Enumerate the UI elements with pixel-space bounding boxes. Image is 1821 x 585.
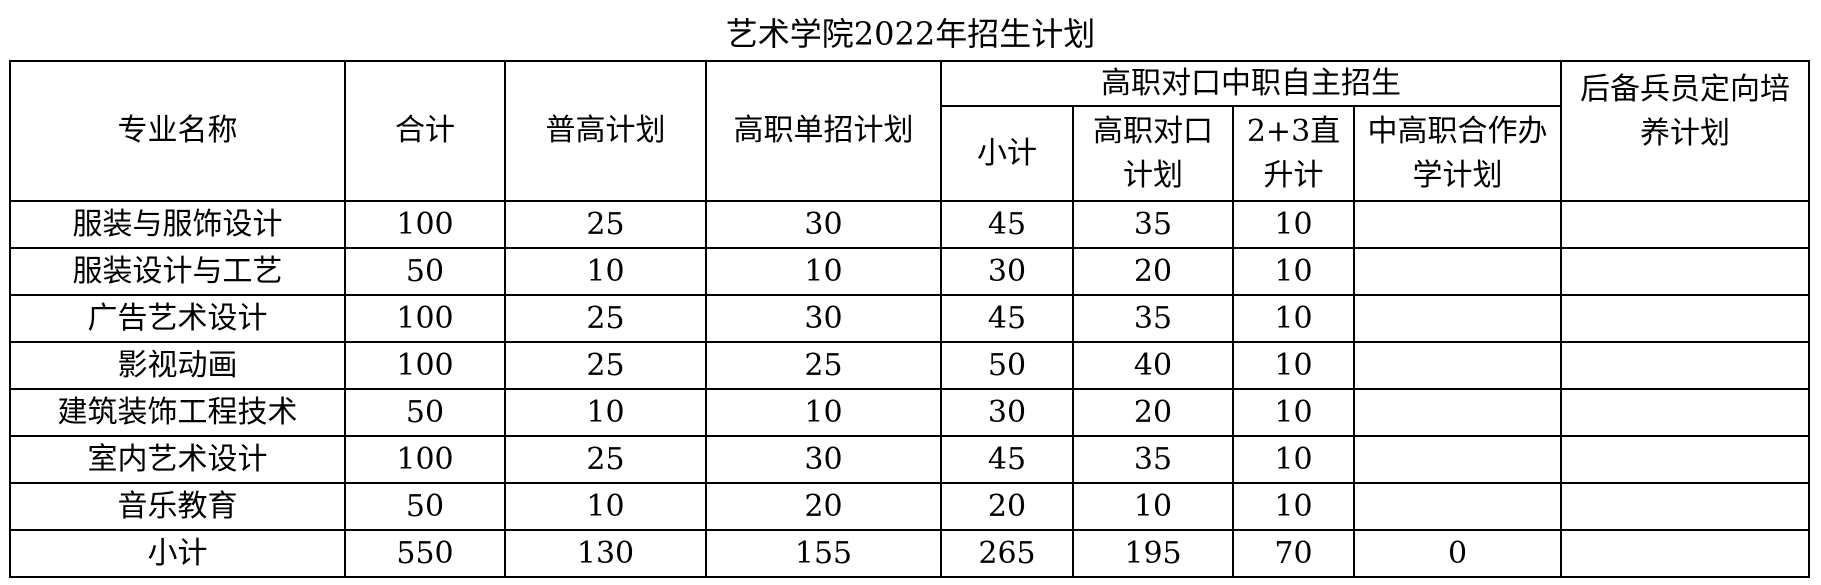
cell-cooperation (1353, 247, 1562, 296)
table-row: 服装与服饰设计 100 25 30 45 35 10 (9, 200, 1810, 249)
cell-single: 25 (705, 341, 942, 390)
header-sub-subtotal: 小计 (940, 105, 1074, 202)
cell-total: 50 (344, 247, 506, 296)
header-total: 合计 (344, 60, 506, 202)
cell-major: 室内艺术设计 (9, 435, 346, 484)
cell-total: 550 (344, 529, 506, 578)
cell-subtotal: 265 (940, 529, 1074, 578)
cell-general: 10 (504, 247, 707, 296)
cell-2plus3: 10 (1232, 341, 1355, 390)
cell-major: 音乐教育 (9, 482, 346, 531)
cell-single: 30 (705, 435, 942, 484)
cell-subtotal: 30 (940, 388, 1074, 437)
cell-cooperation: 0 (1353, 529, 1562, 578)
total-row: 小计 550 130 155 265 195 70 0 (9, 529, 1810, 578)
cell-major: 服装设计与工艺 (9, 247, 346, 296)
header-reserve: 后备兵员定向培养计划 (1560, 60, 1810, 202)
header-general: 普高计划 (504, 60, 707, 202)
cell-general: 25 (504, 294, 707, 343)
cell-counterpart: 35 (1072, 200, 1234, 249)
cell-counterpart: 40 (1072, 341, 1234, 390)
cell-reserve (1560, 294, 1810, 343)
cell-subtotal: 45 (940, 200, 1074, 249)
table-row: 影视动画 100 25 25 50 40 10 (9, 341, 1810, 390)
cell-2plus3: 10 (1232, 435, 1355, 484)
cell-single: 10 (705, 388, 942, 437)
cell-cooperation (1353, 341, 1562, 390)
header-single: 高职单招计划 (705, 60, 942, 202)
cell-reserve (1560, 341, 1810, 390)
table-row: 服装设计与工艺 50 10 10 30 20 10 (9, 247, 1810, 296)
cell-single: 30 (705, 294, 942, 343)
page-title: 艺术学院2022年招生计划 (725, 15, 1096, 53)
cell-general: 25 (504, 200, 707, 249)
cell-reserve (1560, 435, 1810, 484)
header-sub-cooperation: 中高职合作办学计划 (1353, 105, 1562, 202)
header-row: 专业名称 合计 普高计划 高职单招计划 高职对口中职自主招生 后备兵员定向培养计… (9, 60, 1810, 202)
cell-reserve (1560, 200, 1810, 249)
table-row: 广告艺术设计 100 25 30 45 35 10 (9, 294, 1810, 343)
cell-major: 影视动画 (9, 341, 346, 390)
cell-single: 20 (705, 482, 942, 531)
cell-total: 100 (344, 341, 506, 390)
cell-2plus3: 10 (1232, 200, 1355, 249)
cell-cooperation (1353, 200, 1562, 249)
cell-major: 服装与服饰设计 (9, 200, 346, 249)
cell-subtotal: 50 (940, 341, 1074, 390)
cell-single: 10 (705, 247, 942, 296)
cell-reserve (1560, 388, 1810, 437)
cell-2plus3: 10 (1232, 388, 1355, 437)
cell-major: 广告艺术设计 (9, 294, 346, 343)
cell-2plus3: 70 (1232, 529, 1355, 578)
cell-cooperation (1353, 435, 1562, 484)
header-sub-2plus3: 2+3直升计 (1232, 105, 1355, 202)
cell-cooperation (1353, 388, 1562, 437)
cell-counterpart: 20 (1072, 247, 1234, 296)
cell-cooperation (1353, 294, 1562, 343)
header-major: 专业名称 (9, 60, 346, 202)
cell-general: 25 (504, 435, 707, 484)
cell-total: 100 (344, 294, 506, 343)
cell-reserve (1560, 247, 1810, 296)
cell-total: 100 (344, 200, 506, 249)
cell-subtotal: 20 (940, 482, 1074, 531)
cell-single: 30 (705, 200, 942, 249)
cell-total: 50 (344, 482, 506, 531)
cell-total: 50 (344, 388, 506, 437)
cell-general: 130 (504, 529, 707, 578)
cell-2plus3: 10 (1232, 482, 1355, 531)
enrollment-plan-table: 专业名称 合计 普高计划 高职单招计划 高职对口中职自主招生 后备兵员定向培养计… (9, 60, 1810, 578)
cell-reserve (1560, 529, 1810, 578)
cell-counterpart: 10 (1072, 482, 1234, 531)
cell-counterpart: 20 (1072, 388, 1234, 437)
cell-total: 100 (344, 435, 506, 484)
table-row: 室内艺术设计 100 25 30 45 35 10 (9, 435, 1810, 484)
cell-general: 10 (504, 482, 707, 531)
header-sub-counterpart: 高职对口计划 (1072, 105, 1234, 202)
cell-counterpart: 195 (1072, 529, 1234, 578)
cell-cooperation (1353, 482, 1562, 531)
cell-general: 10 (504, 388, 707, 437)
table-row: 建筑装饰工程技术 50 10 10 30 20 10 (9, 388, 1810, 437)
cell-2plus3: 10 (1232, 294, 1355, 343)
cell-major: 建筑装饰工程技术 (9, 388, 346, 437)
cell-subtotal: 45 (940, 294, 1074, 343)
table-row: 音乐教育 50 10 20 20 10 10 (9, 482, 1810, 531)
cell-2plus3: 10 (1232, 247, 1355, 296)
cell-counterpart: 35 (1072, 294, 1234, 343)
cell-general: 25 (504, 341, 707, 390)
cell-reserve (1560, 482, 1810, 531)
cell-major: 小计 (9, 529, 346, 578)
cell-single: 155 (705, 529, 942, 578)
cell-counterpart: 35 (1072, 435, 1234, 484)
cell-subtotal: 30 (940, 247, 1074, 296)
header-group: 高职对口中职自主招生 (940, 60, 1562, 107)
header-subrow: 小计 高职对口计划 2+3直升计 中高职合作办学计划 (10, 105, 1809, 202)
cell-subtotal: 45 (940, 435, 1074, 484)
